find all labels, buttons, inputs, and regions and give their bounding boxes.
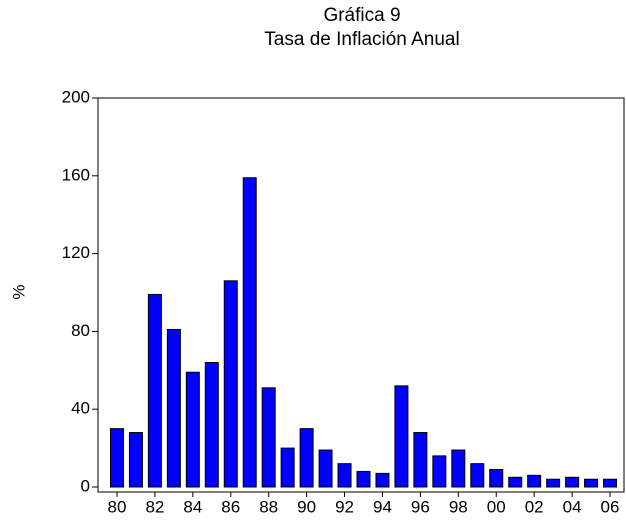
bar <box>565 476 580 488</box>
bar <box>451 449 466 488</box>
x-tick-label: 06 <box>601 497 620 516</box>
x-tick-label: 94 <box>373 497 392 516</box>
y-tick-label: 120 <box>62 243 90 262</box>
x-tick-label: 04 <box>563 497 582 516</box>
x-tick-label: 88 <box>259 497 278 516</box>
x-tick-label: 92 <box>335 497 354 516</box>
bar <box>603 478 618 488</box>
x-tick-label: 80 <box>108 497 127 516</box>
bar <box>223 280 238 488</box>
bar <box>204 362 219 488</box>
plot-frame <box>97 97 625 493</box>
x-tick-label: 90 <box>297 497 316 516</box>
y-axis-label: % <box>9 284 28 299</box>
x-tick-label: 00 <box>487 497 506 516</box>
bar <box>527 474 542 488</box>
y-tick-label: 200 <box>62 87 90 106</box>
bar <box>318 449 333 488</box>
bar <box>584 478 599 488</box>
bar <box>128 432 143 488</box>
x-tick-label: 84 <box>183 497 202 516</box>
chart-title: Gráfica 9 <box>323 5 400 26</box>
x-tick-label: 82 <box>145 497 164 516</box>
y-tick-label: 80 <box>71 321 90 340</box>
bar <box>337 463 352 488</box>
bar <box>375 472 390 488</box>
bar <box>508 476 523 488</box>
bar <box>242 177 257 488</box>
y-tick-label: 0 <box>81 476 90 495</box>
y-tick-label: 40 <box>71 399 90 418</box>
x-tick-label: 02 <box>525 497 544 516</box>
chart-subtitle: Tasa de Inflación Anual <box>264 29 459 50</box>
bar <box>489 468 504 488</box>
bar <box>261 387 276 488</box>
bar <box>356 470 371 488</box>
x-tick-label: 86 <box>221 497 240 516</box>
bar <box>109 428 124 488</box>
bar <box>432 455 447 488</box>
bar <box>166 328 181 488</box>
bar <box>394 385 409 488</box>
bar <box>185 371 200 488</box>
bar <box>413 432 428 488</box>
x-tick-label: 98 <box>449 497 468 516</box>
bar <box>470 463 485 488</box>
bar <box>280 447 295 488</box>
y-tick-label: 160 <box>62 165 90 184</box>
bar <box>147 293 162 488</box>
bar <box>299 428 314 488</box>
bar <box>546 478 561 488</box>
x-tick-label: 96 <box>411 497 430 516</box>
